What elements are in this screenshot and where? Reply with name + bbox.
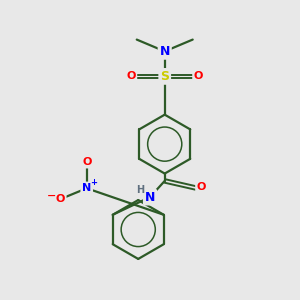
Text: H: H [136, 185, 144, 195]
Text: O: O [56, 194, 65, 204]
Text: N: N [82, 183, 91, 193]
Text: O: O [126, 71, 136, 81]
Text: O: O [194, 71, 203, 81]
Text: O: O [197, 182, 206, 192]
Text: +: + [90, 178, 97, 188]
Text: −: − [47, 190, 56, 201]
Text: N: N [145, 190, 155, 204]
Text: S: S [160, 70, 169, 83]
Text: O: O [82, 157, 92, 167]
Text: N: N [160, 45, 170, 58]
